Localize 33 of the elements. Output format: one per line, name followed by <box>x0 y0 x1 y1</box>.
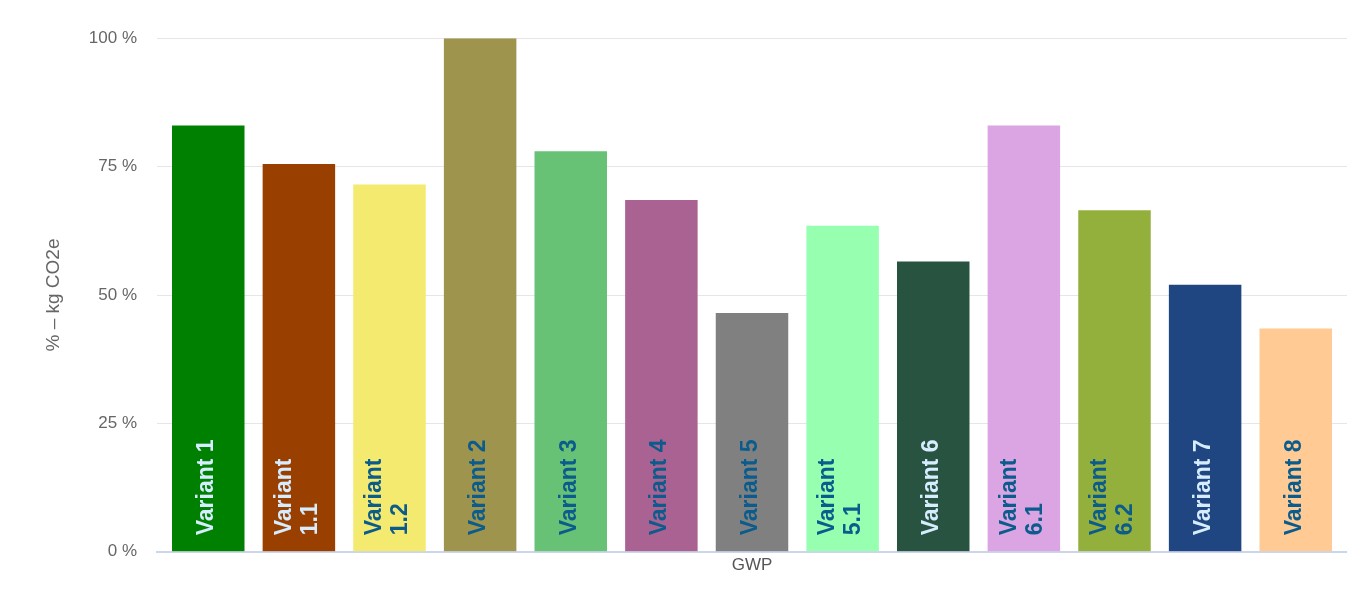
y-tick-label: 75 % <box>98 156 137 176</box>
series-label: Variant 2 <box>463 439 490 536</box>
bar <box>897 261 970 552</box>
series-label: Variant 6.2 <box>1085 458 1138 536</box>
y-tick-label: 100 % <box>88 27 137 47</box>
bar <box>987 125 1061 552</box>
x-tick-label: GWP <box>731 554 773 574</box>
series-label: Variant 6.1 <box>994 458 1047 536</box>
bar <box>1078 210 1151 552</box>
bar <box>1259 328 1332 552</box>
y-axis-title: % – kg CO2e <box>41 238 63 352</box>
series-label: Variant 7 <box>1188 439 1215 536</box>
y-tick-label: 0 % <box>107 541 137 561</box>
bar <box>806 225 879 552</box>
bar <box>715 312 789 552</box>
y-tick-label: 25 % <box>98 413 137 433</box>
series-label: Variant 1.2 <box>360 458 413 536</box>
bar <box>262 164 336 552</box>
bar <box>625 199 698 552</box>
series-label: Variant 3 <box>554 439 581 536</box>
bar <box>534 151 608 552</box>
bar <box>1168 284 1242 552</box>
series-label: Variant 5.1 <box>813 458 866 536</box>
series-label: Variant 5 <box>735 439 762 536</box>
bar <box>353 184 426 552</box>
series-label: Variant 4 <box>645 439 672 536</box>
bar <box>172 125 245 552</box>
series-label: Variant 1 <box>192 439 219 536</box>
bar <box>443 38 517 552</box>
series-label: Variant 6 <box>917 439 944 536</box>
y-tick-label: 50 % <box>98 284 137 304</box>
series-label: Variant 1.1 <box>269 458 322 536</box>
series-label: Variant 8 <box>1279 439 1306 536</box>
